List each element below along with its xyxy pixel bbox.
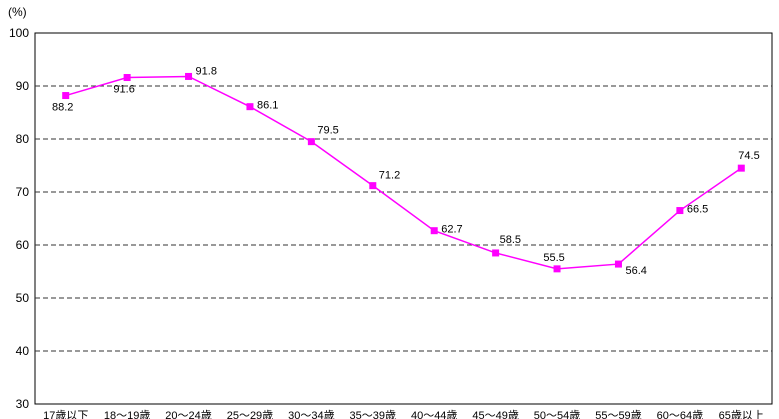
y-tick-label: 100: [9, 26, 29, 40]
y-tick-label: 50: [16, 291, 30, 305]
data-point-marker: [553, 265, 561, 273]
data-point-marker: [614, 260, 622, 268]
data-point-label: 91.6: [113, 84, 134, 96]
data-point-marker: [307, 138, 315, 146]
data-point-label: 62.7: [441, 224, 462, 236]
data-point-label: 74.5: [738, 150, 759, 162]
x-tick-label: 45～49歳: [472, 409, 518, 419]
data-point-marker: [492, 249, 500, 257]
x-tick-label: 35～39歳: [350, 409, 396, 419]
x-tick-label: 25～29歳: [227, 409, 273, 419]
data-point-label: 66.5: [687, 204, 708, 216]
data-point-marker: [430, 227, 438, 235]
data-point-marker: [185, 72, 193, 80]
data-point-label: 79.5: [317, 125, 338, 137]
data-point-marker: [737, 164, 745, 172]
data-point-label: 55.5: [543, 252, 564, 264]
data-point-label: 86.1: [257, 100, 278, 112]
data-point-label: 58.5: [500, 234, 521, 246]
y-tick-label: 30: [16, 397, 30, 411]
x-tick-label: 30～34歳: [288, 409, 334, 419]
y-tick-label: 70: [16, 185, 30, 199]
data-point-label: 56.4: [625, 265, 646, 277]
x-tick-label: 65歳以上: [719, 409, 764, 419]
y-tick-label: 90: [16, 79, 30, 93]
data-point-label: 88.2: [52, 102, 73, 114]
y-tick-label: 80: [16, 132, 30, 146]
data-point-marker: [123, 74, 131, 82]
x-tick-label: 55～59歳: [595, 409, 641, 419]
x-tick-label: 17歳以下: [43, 409, 88, 419]
plot-frame: [34, 32, 773, 405]
x-tick-label: 18～19歳: [104, 409, 150, 419]
data-point-marker: [246, 103, 254, 111]
x-tick-label: 20～24歳: [165, 409, 211, 419]
x-tick-label: 50～54歳: [534, 409, 580, 419]
data-point-marker: [676, 207, 684, 215]
data-point-marker: [369, 182, 377, 190]
data-point-marker: [62, 92, 70, 100]
y-tick-label: 40: [16, 344, 30, 358]
data-point-label: 71.2: [379, 170, 400, 182]
data-line: [65, 75, 742, 270]
x-tick-label: 60～64歳: [657, 409, 703, 419]
y-axis-unit-label: (%): [8, 5, 27, 19]
y-tick-label: 60: [16, 238, 30, 252]
data-point-label: 91.8: [196, 65, 217, 77]
x-tick-label: 40～44歳: [411, 409, 457, 419]
